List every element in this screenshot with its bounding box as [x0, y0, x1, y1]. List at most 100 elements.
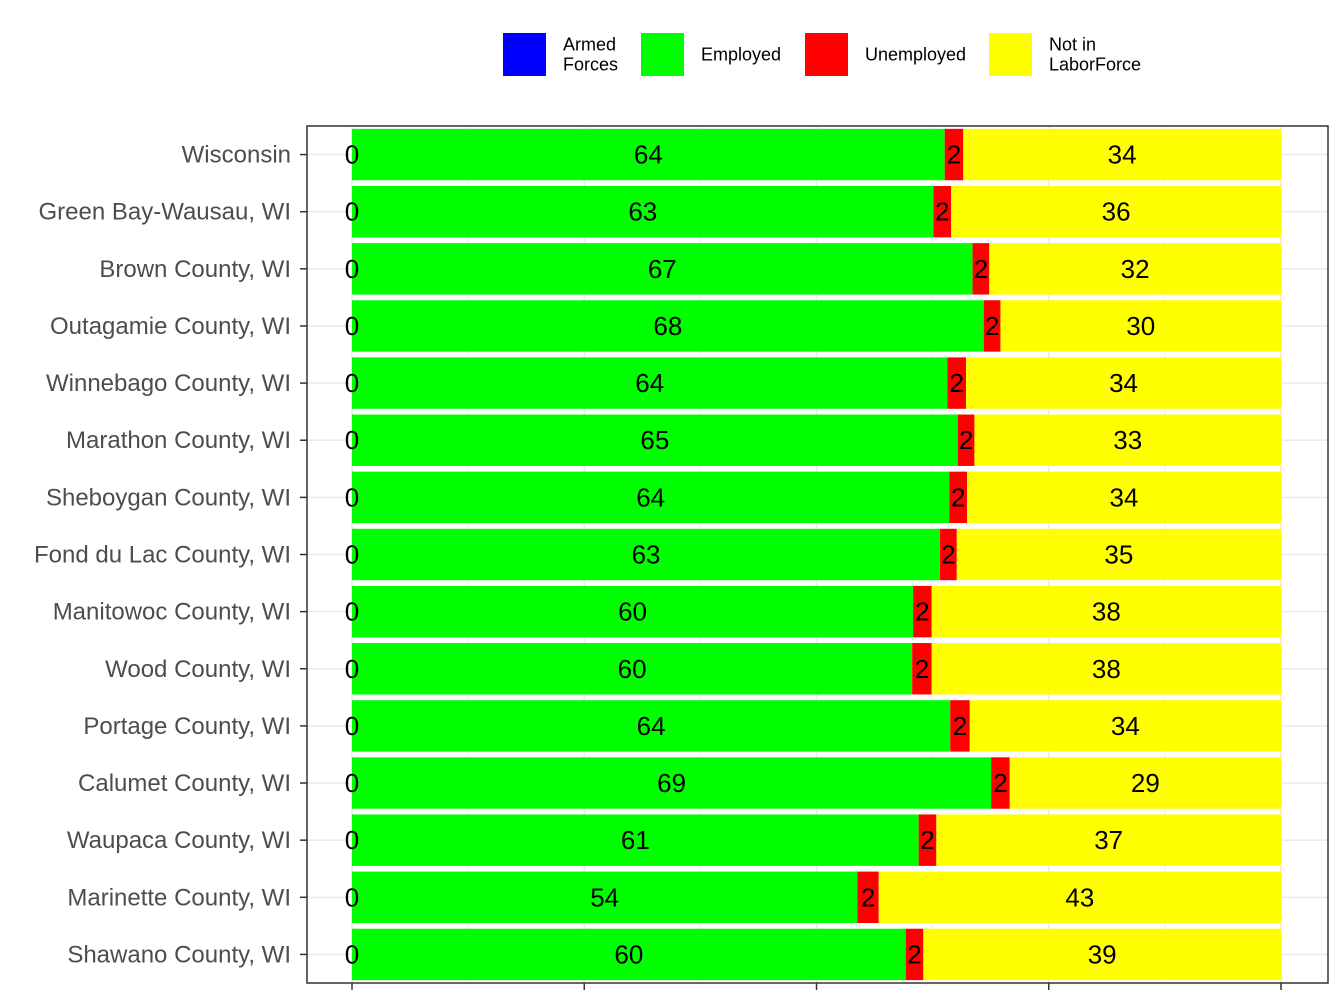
bar-segment-employed	[352, 585, 914, 638]
value-label-not-in-laborforce: 34	[1108, 140, 1137, 170]
category-label: Green Bay-Wausau, WI	[38, 199, 291, 226]
value-label-unemployed: 2	[951, 482, 965, 512]
value-label-employed: 65	[640, 425, 669, 455]
value-label-unemployed: 2	[915, 597, 929, 627]
value-label-armed-forces: 0	[345, 140, 359, 170]
category-label: Portage County, WI	[83, 713, 291, 740]
bar-segment-not-in-laborforce	[974, 414, 1281, 466]
value-label-unemployed: 2	[935, 197, 949, 227]
category-label: Brown County, WI	[99, 256, 291, 283]
bar-segment-employed	[352, 243, 973, 295]
value-label-unemployed: 2	[993, 768, 1007, 798]
bar-segment-not-in-laborforce	[931, 585, 1281, 638]
value-label-armed-forces: 0	[345, 597, 359, 627]
value-label-armed-forces: 0	[345, 540, 359, 570]
bar-segment-unemployed	[944, 128, 964, 181]
value-label-unemployed: 2	[907, 939, 921, 969]
bar-segment-employed	[352, 643, 913, 695]
category-label: Wisconsin	[182, 142, 291, 169]
bar-row-fond-du-lac-county-wi: 0 63 2 35	[345, 528, 1281, 581]
value-label-employed: 61	[621, 825, 650, 855]
plot-panel-border	[306, 125, 1329, 984]
value-label-not-in-laborforce: 29	[1131, 768, 1160, 798]
value-label-unemployed: 2	[985, 311, 999, 341]
value-label-not-in-laborforce: 34	[1111, 711, 1140, 741]
category-label: Fond du Lac County, WI	[34, 542, 291, 569]
category-label: Winnebago County, WI	[46, 370, 291, 397]
value-label-armed-forces: 0	[345, 197, 359, 227]
value-label-not-in-laborforce: 32	[1121, 254, 1150, 284]
bar-segment-employed	[352, 528, 941, 581]
bar-row-brown-county-wi: 0 67 2 32	[345, 243, 1281, 295]
value-label-employed: 64	[637, 711, 666, 741]
bar-segment-not-in-laborforce	[1000, 300, 1281, 352]
bar-row-sheboygan-county-wi: 0 64 2 34	[345, 471, 1281, 524]
value-label-not-in-laborforce: 38	[1092, 597, 1121, 627]
value-label-unemployed: 2	[950, 368, 964, 398]
category-label: Outagamie County, WI	[50, 313, 291, 340]
legend-key	[989, 33, 1032, 76]
legend-item-unemployed: Unemployed	[805, 33, 966, 76]
value-label-employed: 64	[636, 482, 665, 512]
value-label-not-in-laborforce: 34	[1110, 482, 1139, 512]
bar-row-outagamie-county-wi: 0 68 2 30	[345, 300, 1281, 352]
value-label-not-in-laborforce: 43	[1065, 882, 1094, 912]
value-label-unemployed: 2	[941, 540, 955, 570]
bar-segment-employed	[352, 185, 934, 238]
category-label: Manitowoc County, WI	[53, 599, 291, 626]
bar-segment-employed	[352, 128, 945, 181]
legend-key	[641, 33, 684, 76]
bar-segment-employed	[352, 871, 858, 924]
value-label-not-in-laborforce: 39	[1088, 939, 1117, 969]
value-label-armed-forces: 0	[345, 711, 359, 741]
value-label-not-in-laborforce: 37	[1094, 825, 1123, 855]
bar-segment-employed	[352, 757, 992, 809]
bar-segment-employed	[352, 414, 958, 466]
value-label-not-in-laborforce: 36	[1102, 197, 1131, 227]
value-label-armed-forces: 0	[345, 254, 359, 284]
value-label-employed: 54	[590, 882, 619, 912]
bar-row-waupaca-county-wi: 0 61 2 37	[345, 814, 1281, 866]
bar-segment-not-in-laborforce	[878, 871, 1281, 924]
bars: 0 64 2 34 0 63 2 36 0 67 2 32 0 68 2 30 0 64 2 34 0 65 2 33 0 64 2…	[345, 128, 1281, 981]
value-label-unemployed: 2	[920, 825, 934, 855]
value-label-unemployed: 2	[915, 654, 929, 684]
legend-label: Not in	[1049, 35, 1096, 55]
bar-segment-employed	[352, 357, 948, 409]
bar-segment-unemployed	[940, 528, 957, 581]
bar-row-green-bay-wausau-wi: 0 63 2 36	[345, 185, 1281, 238]
bar-row-winnebago-county-wi: 0 64 2 34	[345, 357, 1281, 409]
value-label-employed: 64	[635, 368, 664, 398]
bar-row-marinette-county-wi: 0 54 2 43	[345, 871, 1281, 924]
legend-label: Unemployed	[865, 45, 966, 65]
value-label-unemployed: 2	[974, 254, 988, 284]
value-label-employed: 67	[648, 254, 677, 284]
category-label: Calumet County, WI	[78, 770, 291, 797]
legend-key	[805, 33, 848, 76]
bar-segment-not-in-laborforce	[956, 528, 1281, 581]
legend-label: LaborForce	[1049, 55, 1141, 75]
bar-segment-unemployed	[912, 643, 932, 695]
bar-segment-unemployed	[950, 700, 970, 752]
value-label-employed: 64	[634, 140, 663, 170]
bar-row-calumet-county-wi: 0 69 2 29	[345, 757, 1281, 809]
category-label: Marinette County, WI	[67, 884, 291, 911]
value-label-armed-forces: 0	[345, 768, 359, 798]
value-label-not-in-laborforce: 35	[1104, 540, 1133, 570]
legend-label: Armed	[563, 35, 616, 55]
bar-segment-not-in-laborforce	[1009, 757, 1281, 809]
bar-segment-employed	[352, 700, 951, 752]
bar-segment-not-in-laborforce	[966, 357, 1281, 409]
bar-segment-unemployed	[857, 871, 879, 924]
value-label-armed-forces: 0	[345, 654, 359, 684]
value-label-armed-forces: 0	[345, 939, 359, 969]
bar-segment-not-in-laborforce	[969, 700, 1281, 752]
value-label-employed: 60	[614, 939, 643, 969]
value-label-not-in-laborforce: 34	[1109, 368, 1138, 398]
value-label-not-in-laborforce: 33	[1113, 425, 1142, 455]
bar-segment-unemployed	[949, 471, 967, 524]
value-label-employed: 68	[653, 311, 682, 341]
